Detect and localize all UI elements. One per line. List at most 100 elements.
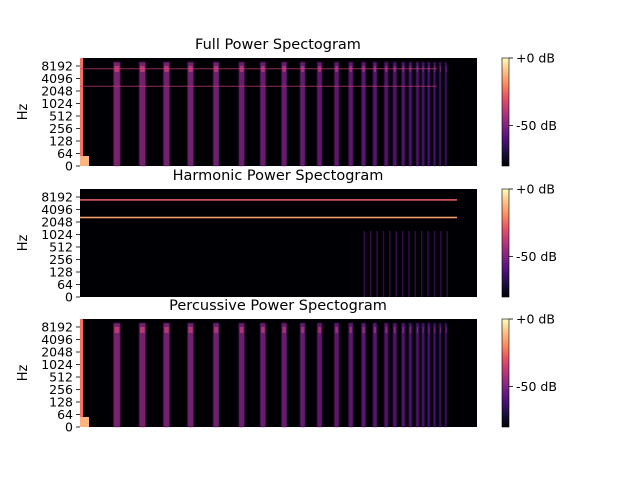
onset-stripe <box>408 323 413 427</box>
onset-stripe <box>384 62 389 166</box>
y-tick-label: 4096 <box>41 71 73 86</box>
y-tick-label: 2048 <box>41 84 73 99</box>
onset-stripe <box>213 62 220 166</box>
onset-stripe <box>392 62 397 166</box>
colorbar-tick-label: +0 dB <box>516 51 555 66</box>
onset-highlight <box>335 327 339 333</box>
colorbar-tick-label: -50 dB <box>516 249 557 264</box>
onset-highlight <box>385 327 388 333</box>
onset-stripe <box>187 62 194 166</box>
onset-highlight <box>349 327 353 333</box>
panel-harmonic: Harmonic Power Spectogram Hz 06412825651… <box>16 168 557 305</box>
onset-stripe <box>444 62 447 166</box>
onset-highlight <box>301 327 305 333</box>
y-tick-label: 1024 <box>41 96 73 111</box>
onset-stripe <box>392 323 397 427</box>
residue-stripe <box>440 231 442 297</box>
residue-stripe <box>382 231 385 297</box>
onset-highlight <box>422 327 424 333</box>
y-tick-label: 64 <box>57 407 73 422</box>
onset-stripe <box>361 323 366 427</box>
onset-highlight <box>416 327 419 333</box>
onset-highlight <box>409 327 412 333</box>
onset-stripe <box>421 323 425 427</box>
y-tick-label: 4096 <box>41 202 73 217</box>
onset-stripe <box>348 62 354 166</box>
y-tick-label: 512 <box>49 109 73 124</box>
colorbar-gradient <box>501 318 510 428</box>
onset-stripe <box>348 323 354 427</box>
spectrogram-background <box>80 189 477 297</box>
onset-highlight <box>439 327 441 333</box>
residue-stripe <box>408 231 410 297</box>
plot-area <box>80 58 477 166</box>
onset-stripe <box>372 323 378 427</box>
onset-stripe <box>281 62 287 166</box>
residue-stripe <box>446 231 449 297</box>
y-tick-label: 8192 <box>41 320 73 335</box>
onset-stripe <box>300 323 306 427</box>
initial-onset-peak <box>80 156 89 166</box>
y-tick-label: 512 <box>49 370 73 385</box>
onset-stripe <box>433 62 436 166</box>
residue-stripe <box>427 231 429 297</box>
onset-stripe <box>300 62 306 166</box>
onset-stripe <box>401 323 406 427</box>
y-tick-label: 256 <box>49 121 73 136</box>
y-tick-label: 8192 <box>41 59 73 74</box>
onset-highlight <box>373 327 377 333</box>
onset-stripe <box>361 62 366 166</box>
onset-stripe <box>438 62 442 166</box>
onset-highlight <box>239 327 244 333</box>
onset-stripe <box>334 62 340 166</box>
colorbar-tick-label: +0 dB <box>516 182 555 197</box>
onset-stripe <box>334 323 340 427</box>
onset-highlight <box>114 327 120 333</box>
onset-stripe <box>113 323 121 427</box>
residue-stripe <box>433 231 436 297</box>
onset-highlight <box>434 327 436 333</box>
y-tick-label: 0 <box>65 159 73 174</box>
y-tick-label: 1024 <box>41 357 73 372</box>
onset-stripe <box>401 62 406 166</box>
onset-stripe <box>317 323 323 427</box>
y-tick-label: 0 <box>65 420 73 435</box>
residue-stripe <box>420 231 423 297</box>
onset-stripe <box>415 62 420 166</box>
plot-area <box>80 319 477 427</box>
residue-stripe <box>389 231 391 297</box>
colorbar: +0 dB -50 dB <box>501 312 557 428</box>
residue-stripe <box>376 231 378 297</box>
harmonic-tone <box>80 85 437 87</box>
colorbar-tick-label: +0 dB <box>516 312 555 327</box>
y-tick-label: 0 <box>65 290 73 305</box>
initial-onset <box>80 319 83 427</box>
onset-stripe <box>238 62 245 166</box>
onset-stripe <box>260 62 266 166</box>
onset-stripe <box>139 62 146 166</box>
y-tick-label: 2048 <box>41 215 73 230</box>
onset-highlight <box>402 327 405 333</box>
onset-stripe <box>213 323 220 427</box>
colorbar: +0 dB -50 dB <box>501 51 557 167</box>
onset-highlight <box>261 327 265 333</box>
onset-stripe <box>433 323 436 427</box>
residue-stripe <box>401 231 404 297</box>
onset-stripe <box>415 323 420 427</box>
onset-stripe <box>139 323 146 427</box>
y-tick-label: 256 <box>49 252 73 267</box>
onset-stripe <box>317 62 323 166</box>
y-tick-label: 256 <box>49 382 73 397</box>
residue-stripe <box>369 231 372 297</box>
onset-highlight <box>140 327 145 333</box>
y-axis-label: Hz <box>16 104 31 121</box>
onset-stripe <box>438 323 442 427</box>
onset-highlight <box>445 66 447 72</box>
y-tick-label: 128 <box>49 265 73 280</box>
panel-title: Percussive Power Spectogram <box>169 298 387 314</box>
colorbar: +0 dB -50 dB <box>501 182 557 298</box>
y-tick-label: 64 <box>57 277 73 292</box>
harmonic-tone <box>80 68 437 70</box>
